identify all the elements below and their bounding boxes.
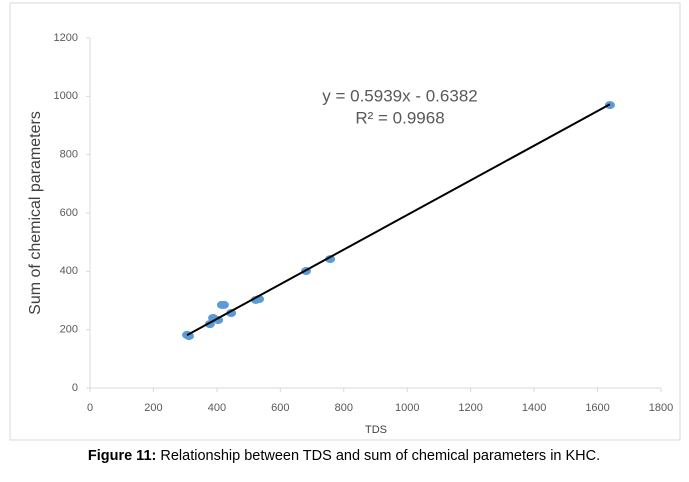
y-axis-title: Sum of chemical parameters [27,111,44,315]
y-tick-label: 800 [60,149,78,161]
y-tick-label: 1000 [54,90,78,102]
trendline [186,103,611,337]
point [183,332,194,341]
x-tick-label: 1600 [585,402,609,414]
caption-text: Relationship between TDS and sum of chem… [160,448,600,464]
x-axis-title: TDS [365,424,387,436]
point [325,255,336,264]
x-tick-label: 800 [335,402,353,414]
trend-r2: R² = 0.9968 [355,108,444,127]
y-tick-label: 200 [60,324,78,336]
x-tick-label: 1400 [522,402,546,414]
y-tick-label: 600 [60,207,78,219]
point [226,309,237,318]
chart-border [9,2,681,441]
point [213,316,224,325]
caption-label: Figure 11: [88,448,157,464]
caption: Figure 11: Relationship between TDS and … [88,448,600,464]
trend-equation: y = 0.5939x - 0.6382 [322,86,477,105]
x-tick-label: 1000 [395,402,419,414]
x-tick-label: 0 [87,402,93,414]
y-tick-label: 400 [60,265,78,277]
y-tick-label: 1200 [54,32,78,44]
x-tick-label: 1800 [649,402,673,414]
point [218,300,229,309]
x-tick-label: 400 [208,402,226,414]
x-tick-label: 1200 [458,402,482,414]
y-tick-label: 0 [72,382,78,394]
x-tick-label: 600 [271,402,289,414]
x-tick-label: 200 [144,402,162,414]
